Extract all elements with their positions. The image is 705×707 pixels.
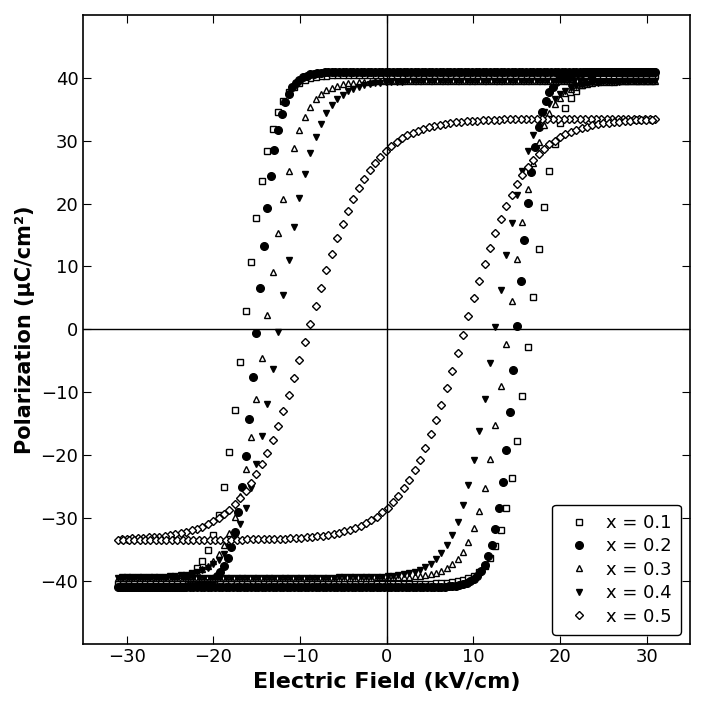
x = 0.3 xyxy=(164,573,173,581)
x = 0.4 xyxy=(322,109,331,117)
x = 0.4 xyxy=(651,77,660,86)
x = 0.2 xyxy=(649,67,658,76)
x = 0.4 xyxy=(114,573,122,582)
x = 0.3 xyxy=(114,573,122,582)
x = 0.1 xyxy=(651,71,660,79)
x = 0.2 xyxy=(198,580,207,588)
Legend: x = 0.1, x = 0.2, x = 0.3, x = 0.4, x = 0.5: x = 0.1, x = 0.2, x = 0.3, x = 0.4, x = … xyxy=(552,505,681,635)
Line: x = 0.2: x = 0.2 xyxy=(114,68,659,591)
x = 0.3 xyxy=(651,77,660,86)
x = 0.5 xyxy=(114,534,122,543)
x = 0.1 xyxy=(322,71,331,80)
x = 0.2 xyxy=(322,68,331,76)
x = 0.1 xyxy=(164,578,173,586)
Line: x = 0.4: x = 0.4 xyxy=(114,78,658,581)
x = 0.5 xyxy=(649,115,658,123)
x = 0.4 xyxy=(649,77,658,86)
x = 0.5 xyxy=(322,266,331,274)
x = 0.3 xyxy=(322,86,331,95)
x = 0.4 xyxy=(198,566,207,575)
x = 0.5 xyxy=(651,115,660,123)
Line: x = 0.5: x = 0.5 xyxy=(115,116,658,542)
X-axis label: Electric Field (kV/cm): Electric Field (kV/cm) xyxy=(253,672,520,692)
x = 0.2 xyxy=(651,67,660,76)
Y-axis label: Polarization (μC/cm²): Polarization (μC/cm²) xyxy=(15,205,35,454)
x = 0.1 xyxy=(333,71,341,79)
x = 0.1 xyxy=(331,71,340,79)
x = 0.1 xyxy=(114,580,122,588)
x = 0.1 xyxy=(649,71,658,79)
x = 0.2 xyxy=(333,68,341,76)
Line: x = 0.3: x = 0.3 xyxy=(114,78,658,581)
x = 0.3 xyxy=(649,77,658,86)
x = 0.1 xyxy=(198,556,207,565)
x = 0.2 xyxy=(164,583,173,591)
x = 0.3 xyxy=(331,82,340,90)
x = 0.2 xyxy=(114,583,122,591)
x = 0.5 xyxy=(331,239,340,247)
x = 0.4 xyxy=(333,95,341,103)
Line: x = 0.1: x = 0.1 xyxy=(115,71,658,587)
x = 0.2 xyxy=(331,68,340,76)
x = 0.4 xyxy=(164,572,173,580)
x = 0.5 xyxy=(164,531,173,539)
x = 0.4 xyxy=(331,97,340,105)
x = 0.5 xyxy=(333,234,341,243)
x = 0.3 xyxy=(198,565,207,573)
x = 0.5 xyxy=(198,522,207,531)
x = 0.3 xyxy=(333,81,341,90)
